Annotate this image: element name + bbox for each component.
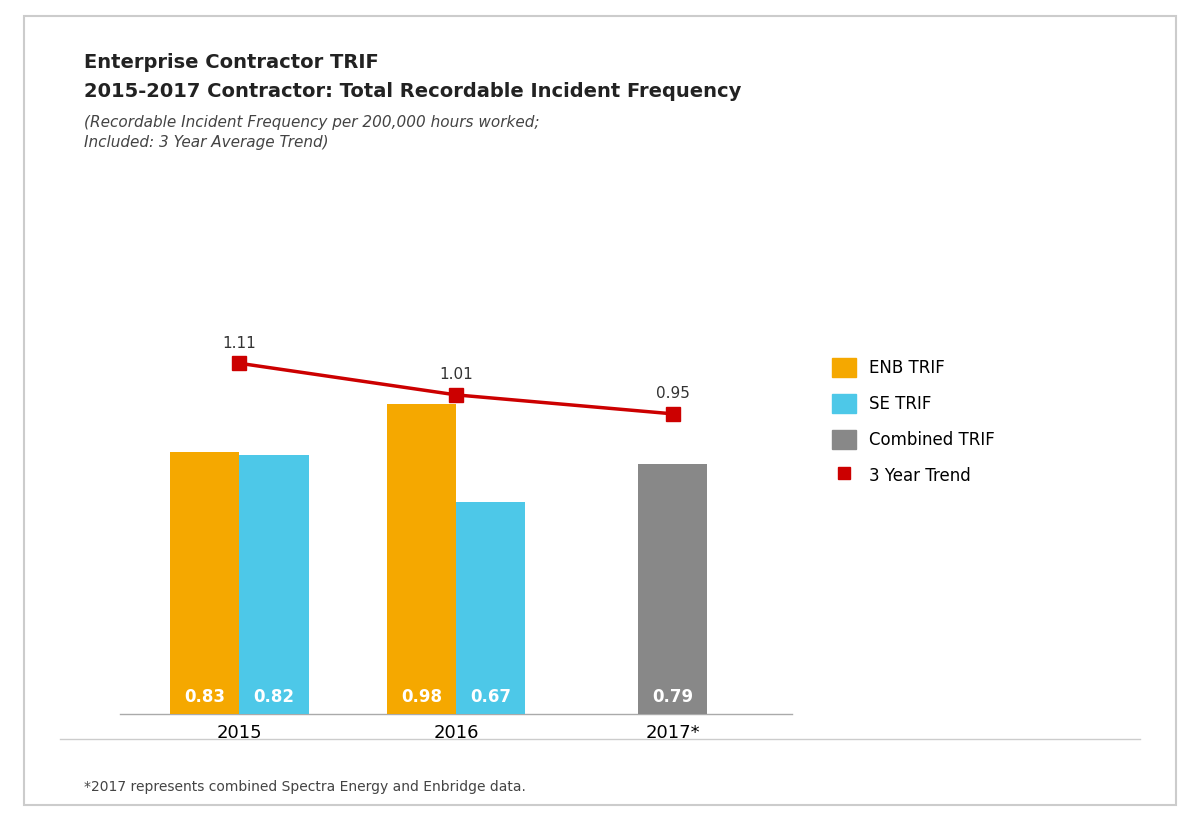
Text: 0.67: 0.67 xyxy=(470,688,511,706)
Text: 0.95: 0.95 xyxy=(656,386,690,401)
Text: 0.98: 0.98 xyxy=(401,688,442,706)
Bar xyxy=(170,452,239,714)
Bar xyxy=(239,455,308,714)
Text: *2017 represents combined Spectra Energy and Enbridge data.: *2017 represents combined Spectra Energy… xyxy=(84,780,526,794)
Text: 2015-2017 Contractor: Total Recordable Incident Frequency: 2015-2017 Contractor: Total Recordable I… xyxy=(84,82,742,101)
Text: 1.01: 1.01 xyxy=(439,367,473,383)
Bar xyxy=(456,502,526,714)
Text: Enterprise Contractor TRIF: Enterprise Contractor TRIF xyxy=(84,53,379,72)
Text: 0.83: 0.83 xyxy=(184,688,226,706)
Text: Included: 3 Year Average Trend): Included: 3 Year Average Trend) xyxy=(84,135,329,150)
Legend: ENB TRIF, SE TRIF, Combined TRIF, 3 Year Trend: ENB TRIF, SE TRIF, Combined TRIF, 3 Year… xyxy=(826,351,1001,492)
Bar xyxy=(638,465,708,714)
Text: 0.82: 0.82 xyxy=(253,688,294,706)
Text: 1.11: 1.11 xyxy=(222,336,256,351)
Text: (Recordable Incident Frequency per 200,000 hours worked;: (Recordable Incident Frequency per 200,0… xyxy=(84,115,540,130)
Text: 0.79: 0.79 xyxy=(653,688,694,706)
Bar xyxy=(386,405,456,714)
